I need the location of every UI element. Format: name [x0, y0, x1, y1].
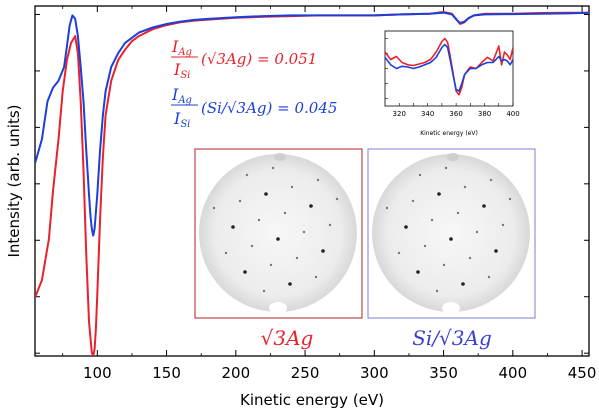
leed-label-blue: Si/√3Ag [412, 326, 492, 350]
leed-spot [224, 251, 228, 255]
leed-spot [212, 206, 216, 210]
leed-spot [501, 223, 505, 227]
leed-spot [430, 218, 434, 222]
x-axis-title: Kinetic energy (eV) [240, 391, 384, 409]
inset-x-tick-label: 400 [506, 110, 519, 118]
leed-image-red [194, 148, 363, 319]
leed-top-shadow [447, 153, 459, 161]
leed-spot [397, 251, 401, 255]
blue-ratio-numerator: IAg [171, 85, 192, 106]
leed-spot [314, 275, 318, 279]
leed-spot [487, 275, 491, 279]
leed-spot [264, 192, 268, 196]
leed-spot [442, 263, 446, 267]
leed-spot [321, 249, 325, 253]
blue-ratio-denominator: ISi [173, 109, 190, 130]
leed-spot [461, 282, 465, 286]
leed-spot [494, 249, 498, 253]
leed-spot [508, 197, 512, 201]
x-tick-label: 150 [152, 364, 181, 382]
leed-spot [335, 197, 339, 201]
leed-spot [435, 289, 439, 293]
leed-spots-blue [385, 153, 512, 314]
red-ratio-argument: (√3Ag) = 0.051 [201, 50, 317, 68]
x-tick-label: 350 [429, 364, 458, 382]
leed-spot [418, 173, 422, 177]
leed-spot [468, 256, 472, 260]
red-ratio-annotation: IAg ISi (√3Ag) = 0.051 [171, 37, 317, 81]
red-ratio-numerator: IAg [171, 37, 192, 58]
leed-label-red: √3Ag [261, 326, 314, 350]
red-ratio-denominator: ISi [173, 60, 190, 81]
leed-spot [262, 289, 266, 293]
leed-spot [290, 185, 294, 189]
inset-x-ticks: 320 340 360 380 400 [385, 38, 520, 118]
leed-spot [231, 225, 235, 229]
leed-spot [238, 199, 242, 203]
leed-spot [449, 237, 453, 241]
leed-top-shadow [274, 153, 286, 161]
x-tick-label: 250 [291, 364, 320, 382]
leed-spot [257, 218, 261, 222]
leed-disk-red [199, 154, 357, 312]
leed-spot [250, 244, 254, 248]
leed-spot [309, 204, 313, 208]
leed-spot [437, 192, 441, 196]
leed-spot [295, 256, 299, 260]
leed-spot [245, 173, 249, 177]
x-tick-label: 300 [360, 364, 389, 382]
x-tick-label: 200 [222, 364, 251, 382]
leed-spot [444, 166, 448, 170]
leed-spot [423, 244, 427, 248]
leed-spot [269, 263, 273, 267]
inset-x-tick-label: 380 [478, 110, 491, 118]
leed-spot [288, 282, 292, 286]
main-series [35, 11, 589, 356]
series-line-blue [35, 11, 589, 237]
main-y-ticks [35, 13, 589, 354]
leed-spot [276, 237, 280, 241]
leed-spot [475, 230, 479, 234]
x-tick-label: 450 [568, 364, 597, 382]
leed-spot [463, 185, 467, 189]
y-axis-title: Intensity (arb. units) [5, 104, 23, 257]
x-tick-label: 400 [499, 364, 528, 382]
leed-spot [302, 230, 306, 234]
main-plot-frame [34, 5, 590, 357]
leed-spot [316, 178, 320, 182]
leed-spot [489, 178, 493, 182]
leed-disk-blue [372, 154, 530, 312]
leed-spot [482, 204, 486, 208]
inset-x-tick-label: 360 [449, 110, 462, 118]
leed-spot [411, 199, 415, 203]
inset-x-tick-label: 340 [421, 110, 434, 118]
inset-x-axis-title: Kinetic energy (eV) [420, 130, 478, 137]
inset-series-blue [385, 43, 513, 92]
leed-spot [328, 223, 332, 227]
leed-spot [404, 225, 408, 229]
inset-background [377, 26, 517, 138]
leed-electron-gun-shadow [442, 302, 460, 314]
leed-spot [271, 166, 275, 170]
leed-image-blue [367, 148, 536, 319]
blue-ratio-annotation: IAg ISi (Si/√3Ag) = 0.045 [171, 85, 337, 130]
leed-electron-gun-shadow [269, 302, 287, 314]
inset-x-tick-label: 320 [393, 110, 406, 118]
x-tick-label: 100 [83, 364, 112, 382]
main-x-ticks: 100 150 200 250 300 350 400 450 [62, 6, 597, 382]
leed-spot [243, 270, 247, 274]
leed-spot [416, 270, 420, 274]
leed-spot [283, 211, 287, 215]
leed-spots-red [212, 153, 339, 314]
inset-series [385, 37, 513, 96]
blue-ratio-argument: (Si/√3Ag) = 0.045 [201, 99, 337, 117]
leed-spot [456, 211, 460, 215]
leed-spot [385, 206, 389, 210]
